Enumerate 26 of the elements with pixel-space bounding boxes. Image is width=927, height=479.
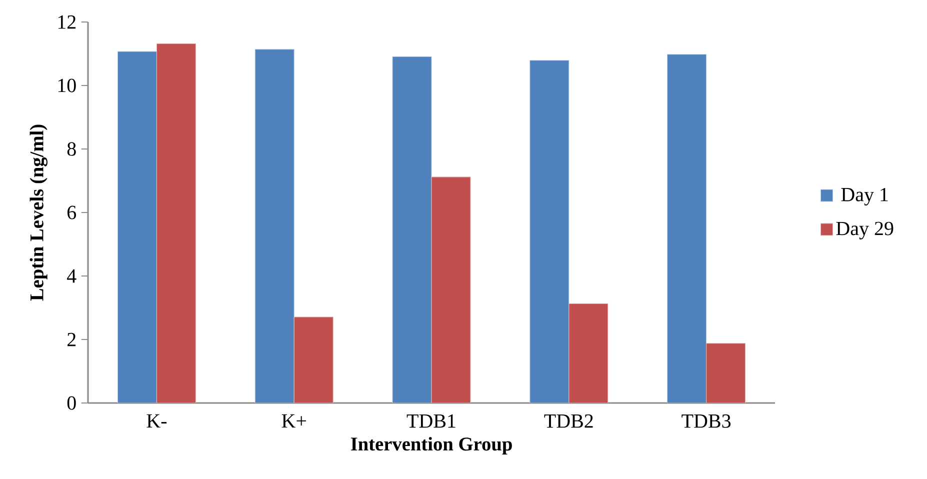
x-axis-title: Intervention Group bbox=[350, 436, 512, 455]
bar bbox=[431, 176, 471, 403]
bar bbox=[667, 54, 707, 403]
bar bbox=[706, 343, 746, 403]
x-tick-label: K- bbox=[146, 414, 167, 428]
bar bbox=[530, 60, 570, 403]
legend-label: Day 1 bbox=[841, 188, 888, 206]
bar bbox=[568, 303, 608, 403]
x-tick-label: TDB3 bbox=[682, 414, 731, 428]
y-tick-label: 10 bbox=[58, 78, 76, 92]
x-tick-label: K+ bbox=[282, 414, 306, 428]
bar bbox=[392, 56, 432, 403]
y-tick-label: 8 bbox=[67, 142, 76, 156]
bar bbox=[294, 316, 334, 403]
y-tick-label: 4 bbox=[67, 269, 76, 283]
bar bbox=[254, 49, 294, 403]
x-tick-label: TDB1 bbox=[406, 414, 456, 428]
bar bbox=[117, 51, 157, 403]
x-tick-label: TDB2 bbox=[544, 414, 593, 428]
legend-label: Day 29 bbox=[836, 222, 894, 240]
y-tick-label: 12 bbox=[58, 15, 76, 29]
y-tick-label: 2 bbox=[68, 332, 76, 346]
y-tick-label: 0 bbox=[67, 396, 76, 410]
y-axis-title: Leptin Levels (ng/ml) bbox=[30, 124, 48, 301]
y-tick-label: 6 bbox=[67, 206, 76, 220]
bar bbox=[156, 43, 196, 403]
